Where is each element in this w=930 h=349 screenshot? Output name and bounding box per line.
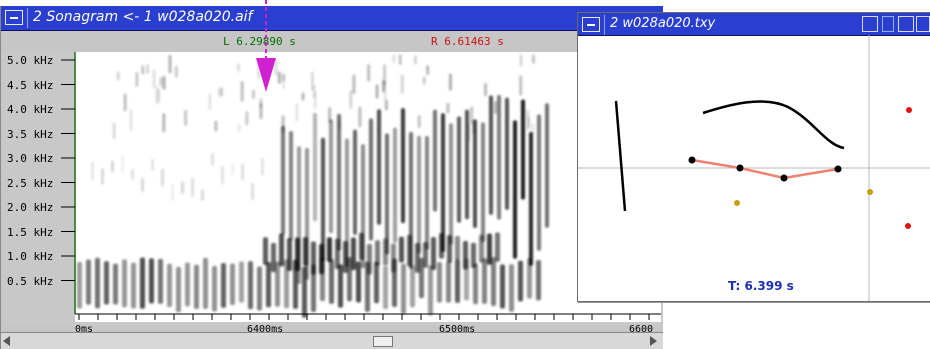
titlebar-separator: [604, 15, 605, 35]
spectrogram-canvas[interactable]: [1, 52, 663, 326]
txy-window[interactable]: 2 w028a020.txy T: 6.399 s: [577, 12, 930, 302]
window-menu-button[interactable]: [5, 10, 23, 25]
txy-titlebar[interactable]: 2 w028a020.txy: [578, 13, 930, 36]
trajectory-point: [736, 164, 744, 172]
trajectory-point: [780, 174, 788, 182]
scrollbar-thumb[interactable]: [373, 336, 393, 347]
tongue-trajectory: [691, 158, 839, 180]
freq-label: 4.0 kHz: [7, 103, 54, 116]
right-cursor-readout: R 6.61463 s: [431, 35, 504, 48]
time-tick-label: 6400ms: [247, 324, 284, 335]
sonagram-titlebar[interactable]: 2 Sonagram <- 1 w028a020.aif: [1, 6, 663, 31]
articulator-trace-vertical: [614, 100, 627, 212]
time-tick-label: 6500ms: [439, 324, 476, 335]
red-marker-point: [906, 107, 912, 113]
time-tick-label: 6600: [629, 324, 654, 335]
iconify-button[interactable]: [862, 16, 878, 32]
freq-label: 5.0 kHz: [7, 54, 54, 67]
time-tick-label: 0ms: [75, 324, 94, 335]
freq-label: 3.0 kHz: [7, 152, 54, 165]
spectrogram-panel[interactable]: 5.0 kHz 4.5 kHz 4.0 kHz 3.5 kHz 3.0 kHz …: [1, 52, 663, 335]
time-ticks: [78, 314, 650, 320]
trajectory-point: [834, 165, 842, 173]
sonagram-window-title: 2 Sonagram <- 1 w028a020.aif: [33, 9, 253, 25]
freq-label: 2.5 kHz: [7, 177, 54, 190]
articulator-trace-curve: [702, 100, 845, 150]
txy-plot[interactable]: [578, 35, 930, 301]
olive-marker-point: [734, 200, 740, 206]
left-cursor-readout: L 6.29890 s: [223, 35, 296, 48]
red-marker-point: [905, 223, 911, 229]
freq-label: 2.0 kHz: [7, 201, 54, 214]
titlebar-separator: [27, 8, 28, 28]
cursor-readout-bar: L 6.29890 s R 6.61463 s: [1, 31, 663, 51]
maximize-button[interactable]: [898, 16, 914, 32]
freq-label: 0.5 kHz: [7, 275, 54, 288]
close-button[interactable]: [916, 16, 930, 32]
freq-ticks: [61, 59, 75, 281]
freq-label: 4.5 kHz: [7, 79, 54, 92]
freq-label: 1.0 kHz: [7, 250, 54, 263]
spectrogram-energy: [77, 54, 549, 318]
txy-window-title: 2 w028a020.txy: [610, 16, 716, 31]
horizontal-scrollbar[interactable]: [1, 332, 663, 349]
trajectory-point: [688, 156, 696, 164]
freq-label: 1.5 kHz: [7, 226, 54, 239]
window-handle[interactable]: [882, 16, 894, 32]
scroll-left-arrow-icon[interactable]: [3, 336, 10, 346]
freq-label: 3.5 kHz: [7, 128, 54, 141]
sonagram-window[interactable]: 2 Sonagram <- 1 w028a020.aif L 6.29890 s…: [0, 6, 663, 349]
olive-marker-point: [867, 189, 873, 195]
scroll-right-arrow-icon[interactable]: [650, 336, 657, 346]
txy-window-menu-button[interactable]: [582, 17, 600, 32]
time-readout: T: 6.399 s: [728, 279, 794, 293]
